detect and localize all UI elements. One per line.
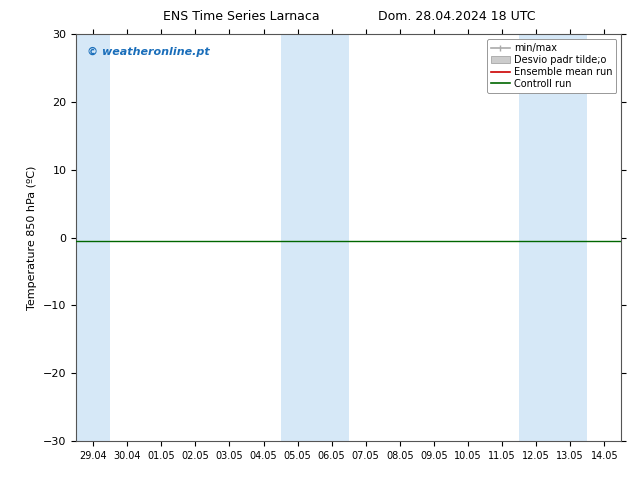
Text: Dom. 28.04.2024 18 UTC: Dom. 28.04.2024 18 UTC bbox=[378, 10, 535, 23]
Text: © weatheronline.pt: © weatheronline.pt bbox=[87, 47, 210, 56]
Text: ENS Time Series Larnaca: ENS Time Series Larnaca bbox=[162, 10, 320, 23]
Legend: min/max, Desvio padr tilde;o, Ensemble mean run, Controll run: min/max, Desvio padr tilde;o, Ensemble m… bbox=[487, 39, 616, 93]
Bar bbox=[280, 34, 349, 441]
Y-axis label: Temperature 850 hPa (ºC): Temperature 850 hPa (ºC) bbox=[27, 166, 37, 310]
Bar bbox=[76, 34, 110, 441]
Bar bbox=[519, 34, 587, 441]
